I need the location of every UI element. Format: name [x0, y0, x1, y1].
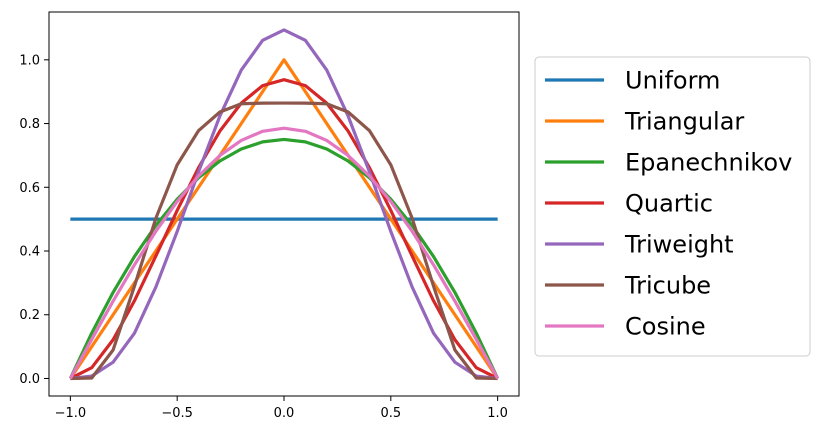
legend-label-cosine: Cosine — [625, 313, 706, 341]
y-tick-label: 0.8 — [19, 117, 40, 132]
series-line-triangular — [69, 58, 499, 380]
y-tick-label: 0.2 — [19, 308, 40, 323]
series-line-quartic — [69, 78, 499, 380]
plot-area — [68, 28, 500, 381]
axes: −1.0 −0.5 0.0 0.5 1.0 0.0 0.2 0.4 0.6 0.8 1.0 — [19, 11, 520, 421]
legend-label-uniform: Uniform — [625, 67, 720, 95]
legend-label-tricube: Tricube — [624, 272, 711, 300]
series-line-tricube — [70, 101, 498, 381]
series-line-triweight — [70, 28, 498, 381]
legend-label-epanechnikov: Epanechnikov — [625, 149, 792, 177]
x-tick-label: −0.5 — [161, 406, 193, 421]
y-tick-label: 1.0 — [19, 53, 40, 68]
legend-box — [534, 56, 811, 357]
x-tick-label: −1.0 — [55, 406, 87, 421]
legend-label-triweight: Triweight — [624, 231, 734, 259]
x-tick-label: 0.5 — [380, 406, 401, 421]
series-line-epanechnikov — [68, 137, 500, 380]
legend: Uniform Triangular Epanechnikov Quartic Triw… — [534, 56, 811, 357]
x-tick-label: 0.0 — [274, 406, 295, 421]
x-tick-label: 1.0 — [487, 406, 508, 421]
legend-label-triangular: Triangular — [624, 108, 744, 136]
y-tick-label: 0.0 — [19, 372, 40, 387]
y-tick-label: 0.6 — [19, 181, 40, 196]
series-line-cosine — [68, 126, 500, 380]
y-tick-label: 0.4 — [19, 245, 40, 260]
legend-label-quartic: Quartic — [625, 190, 713, 218]
